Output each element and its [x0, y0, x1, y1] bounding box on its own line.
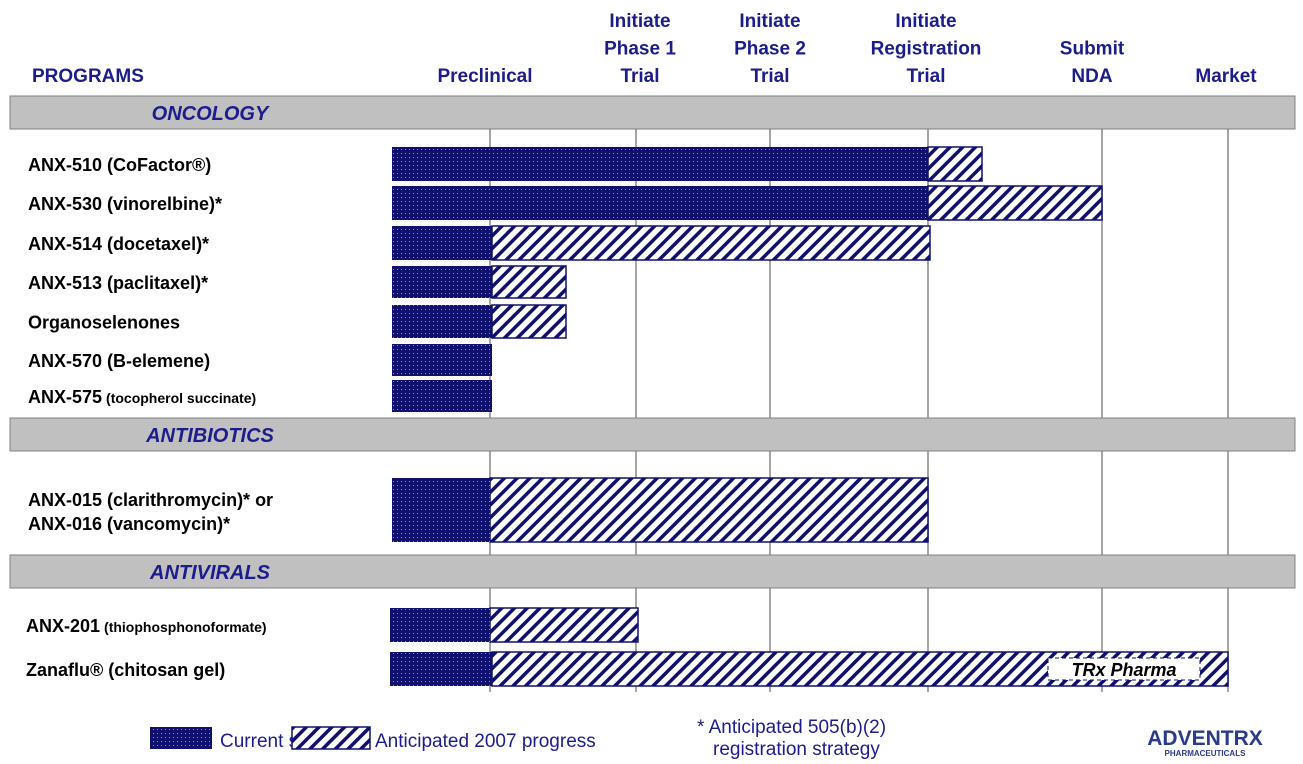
section-title: ANTIVIRALS — [149, 562, 271, 584]
current-bar — [390, 608, 490, 642]
stage-header: Trial — [620, 66, 659, 87]
program-label-part: (thiophosphonoformate) — [104, 619, 267, 635]
current-bar — [392, 478, 490, 542]
stage-header: Initiate — [895, 11, 956, 32]
section-title: ONCOLOGY — [152, 103, 270, 125]
anticipated-bar — [491, 225, 931, 261]
program-label: ANX-570 (Β-elemene) — [28, 351, 210, 371]
stage-header: Trial — [906, 66, 945, 87]
logo-sub: PHARMACEUTICALS — [1165, 749, 1247, 758]
program-label: ANX-201 (thiophosphonoformate) — [26, 616, 267, 636]
current-bar — [390, 652, 492, 686]
programs-header: PROGRAMS — [32, 66, 144, 87]
program-label-part: ANX-530 (vinorelbine)* — [28, 194, 222, 214]
legend-anticipated: Anticipated 2007 progress — [375, 731, 596, 752]
anticipated-bar — [491, 304, 567, 339]
stage-header: NDA — [1071, 66, 1112, 87]
anticipated-bar — [489, 477, 929, 543]
legend-anticipated-swatch — [291, 726, 371, 750]
program-label-part: ANX-510 (CoFactor®) — [28, 155, 211, 175]
section-band — [9, 554, 1296, 589]
program-label-part: Zanaflu® (chitosan gel) — [26, 660, 225, 680]
section-band — [9, 95, 1296, 130]
legend-current-swatch — [150, 727, 212, 749]
current-bar — [392, 186, 928, 220]
program-label: ANX-016 (vancomycin)* — [28, 514, 230, 534]
program-label-part: ANX-570 (Β-elemene) — [28, 351, 210, 371]
program-label: ANX-514 (docetaxel)* — [28, 234, 209, 254]
program-label-part: ANX-513 (paclitaxel)* — [28, 273, 208, 293]
current-bar — [392, 147, 928, 181]
current-bar — [392, 226, 492, 260]
program-label: ANX-510 (CoFactor®) — [28, 155, 211, 175]
section-title: ANTIBIOTICS — [145, 425, 274, 447]
program-label: ANX-015 (clarithromycin)* or — [28, 490, 273, 510]
stage-header: Initiate — [739, 11, 800, 32]
anticipated-bar — [927, 185, 1103, 221]
footnote: * Anticipated 505(b)(2) — [697, 717, 886, 738]
current-bar — [392, 380, 492, 412]
program-label: ANX-530 (vinorelbine)* — [28, 194, 222, 214]
stage-header: Registration — [871, 39, 982, 60]
current-bar — [392, 305, 492, 338]
current-bar — [392, 344, 492, 376]
logo-name: ADVENTRX — [1147, 727, 1263, 750]
program-label: Organoselenones — [28, 313, 180, 333]
footnote: registration strategy — [713, 739, 880, 760]
stage-header: Market — [1195, 66, 1257, 87]
section-band — [9, 417, 1296, 452]
anticipated-bar — [489, 607, 639, 643]
program-label: ANX-575 (tocopherol succinate) — [28, 387, 256, 407]
program-label-part: ANX-514 (docetaxel)* — [28, 234, 209, 254]
program-label-part: (tocopherol succinate) — [106, 390, 256, 406]
program-label-part: Organoselenones — [28, 313, 180, 333]
anticipated-bar — [927, 146, 983, 182]
anticipated-bar — [491, 265, 567, 299]
stage-header: Preclinical — [437, 66, 532, 87]
program-label-part: ANX-201 — [26, 616, 100, 636]
partner-label: TRx Pharma — [1071, 660, 1176, 680]
stage-header: Submit — [1060, 39, 1125, 60]
stage-header: Phase 2 — [734, 39, 806, 60]
current-bar — [392, 266, 492, 298]
program-label: Zanaflu® (chitosan gel) — [26, 660, 225, 680]
grid — [489, 128, 1229, 692]
stage-header: Initiate — [609, 11, 670, 32]
partner-box — [1047, 657, 1201, 681]
program-label-part: ANX-575 — [28, 387, 102, 407]
stage-header: Trial — [750, 66, 789, 87]
stage-header: Phase 1 — [604, 39, 676, 60]
program-label: ANX-513 (paclitaxel)* — [28, 273, 208, 293]
